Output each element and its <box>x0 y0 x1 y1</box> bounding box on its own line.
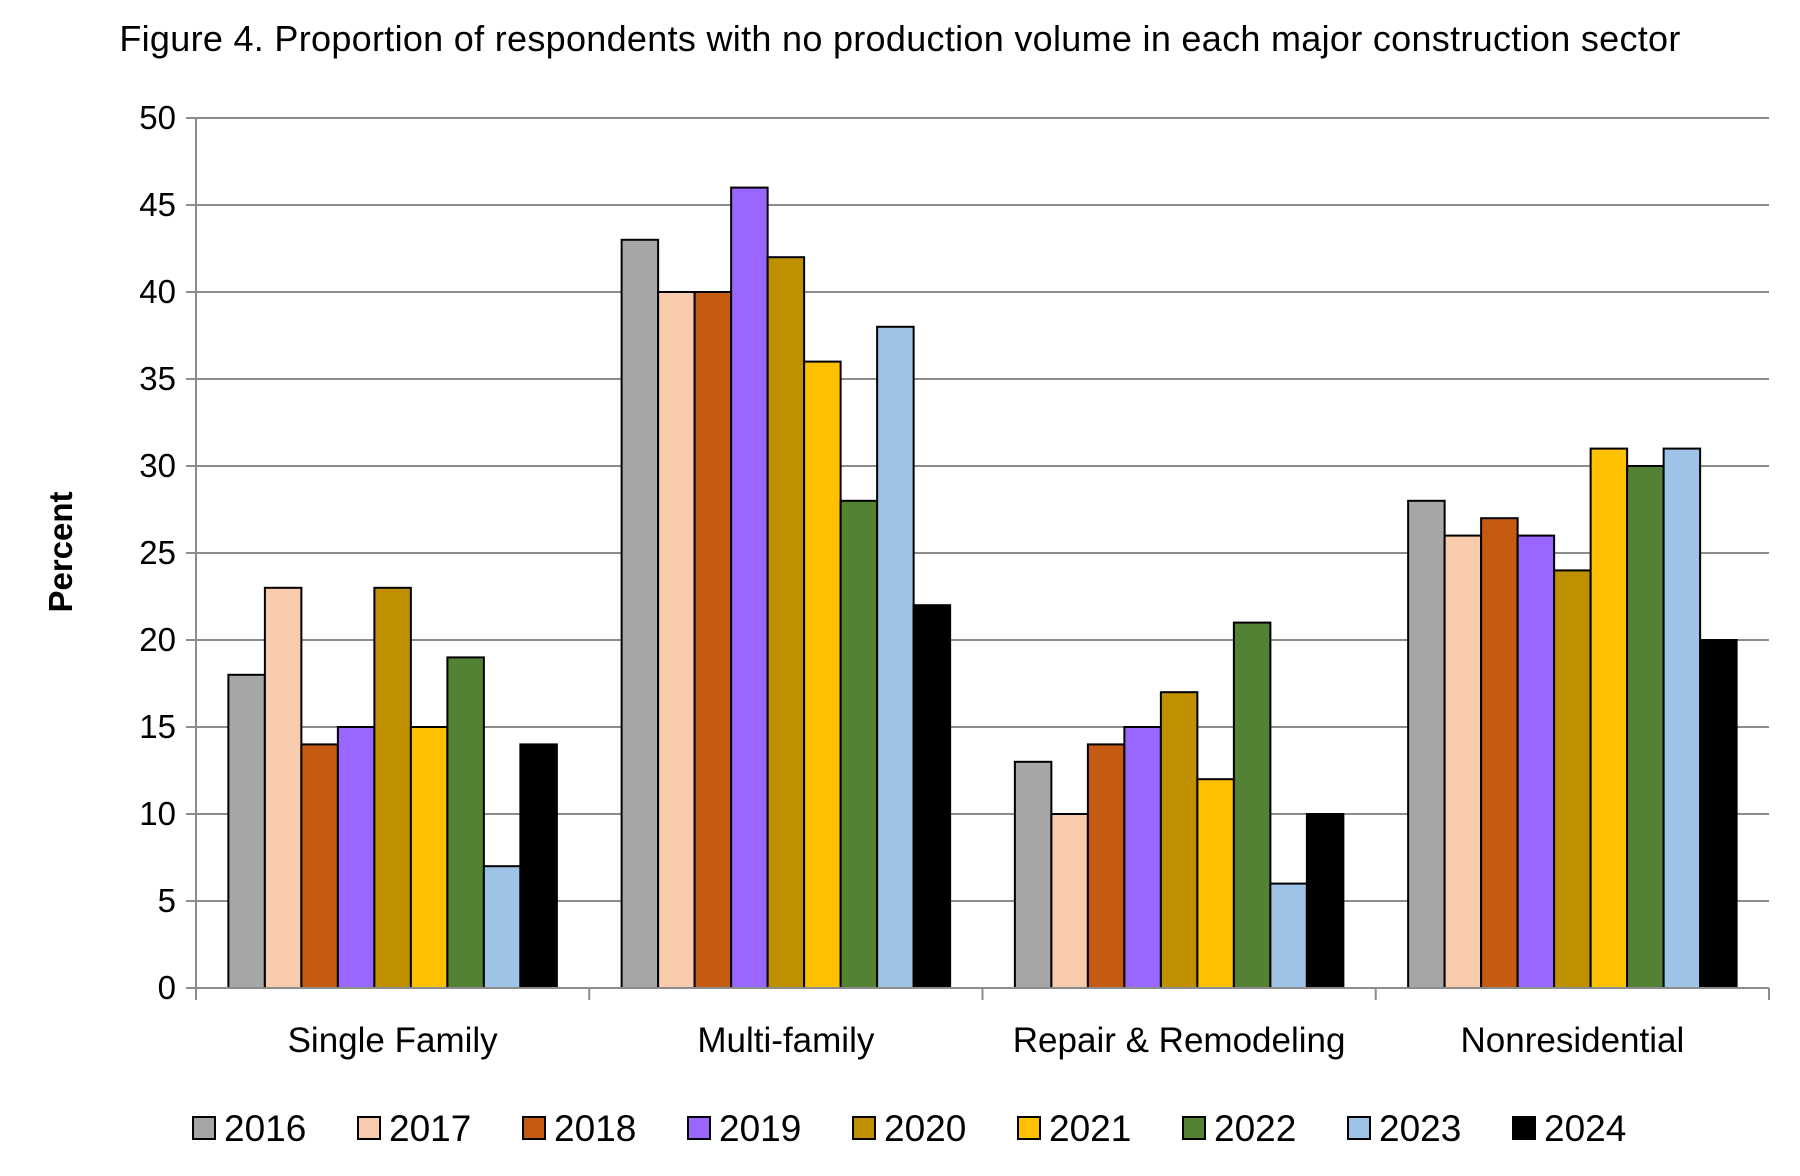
legend-swatch <box>1347 1116 1371 1140</box>
legend-swatch <box>192 1116 216 1140</box>
legend-swatch <box>1182 1116 1206 1140</box>
legend-label: 2017 <box>389 1108 471 1149</box>
x-category-label: Nonresidential <box>1461 1021 1685 1060</box>
y-tick-label: 40 <box>139 273 176 310</box>
y-tick-label: 35 <box>139 360 176 397</box>
legend-label: 2016 <box>224 1108 306 1149</box>
legend-swatch <box>1017 1116 1041 1140</box>
bar-2022-single-family <box>446 656 485 990</box>
y-tick-label: 10 <box>139 795 176 832</box>
legend-swatch <box>852 1116 876 1140</box>
bar-2021-multi-family <box>803 360 842 990</box>
bar-2021-single-family <box>409 726 449 989</box>
bar-2019-multi-family <box>730 186 769 990</box>
y-tick-label: 30 <box>139 447 176 484</box>
y-tick-label: 45 <box>139 186 176 223</box>
bar-2016-single-family <box>227 673 266 989</box>
y-tick-label: 20 <box>139 621 176 658</box>
bar-2023-nonresidential <box>1662 447 1702 990</box>
bar-2016-nonresidential <box>1407 499 1446 989</box>
bar-2018-nonresidential <box>1480 517 1519 989</box>
bar-2024-multi-family <box>912 604 952 989</box>
bars <box>227 186 1738 990</box>
bar-2017-multi-family <box>657 291 696 989</box>
bar-2016-repair-remodeling <box>1013 760 1053 989</box>
bar-2023-repair-remodeling <box>1269 882 1308 989</box>
legend-label: 2022 <box>1214 1108 1296 1149</box>
bar-2023-multi-family <box>876 325 915 989</box>
bar-2020-single-family <box>373 586 412 989</box>
bar-2017-single-family <box>263 586 303 989</box>
legend-label: 2023 <box>1379 1108 1461 1149</box>
bar-2024-nonresidential <box>1699 639 1738 989</box>
y-tick-label: 15 <box>139 708 176 745</box>
bar-2018-repair-remodeling <box>1086 743 1126 990</box>
y-tick-labels: 0 5 10 15 20 25 30 35 40 45 50 <box>139 99 176 1006</box>
bar-2022-nonresidential <box>1626 465 1665 989</box>
legend-label: 2021 <box>1049 1108 1131 1149</box>
y-tick-label: 0 <box>158 969 176 1006</box>
chart-title: Figure 4. Proportion of respondents with… <box>119 18 1681 59</box>
bar-2018-single-family <box>300 743 339 990</box>
bar-2017-repair-remodeling <box>1050 813 1089 989</box>
bar-2019-nonresidential <box>1516 534 1556 989</box>
bar-2019-single-family <box>336 726 376 989</box>
bar-2022-repair-remodeling <box>1232 621 1272 989</box>
bar-2020-repair-remodeling <box>1159 691 1199 989</box>
bar-2016-multi-family <box>620 238 660 990</box>
legend: 2016 2017 2018 2019 2020 2021 2022 2023 2024 <box>192 1108 1626 1149</box>
bar-2020-nonresidential <box>1553 569 1592 990</box>
x-category-label: Single Family <box>288 1021 499 1060</box>
legend-swatch <box>522 1116 546 1140</box>
bar-2019-repair-remodeling <box>1123 726 1162 989</box>
legend-label: 2020 <box>884 1108 966 1149</box>
bar-2021-nonresidential <box>1589 447 1629 990</box>
legend-swatch <box>687 1116 711 1140</box>
legend-label: 2024 <box>1544 1108 1626 1149</box>
x-category-label: Multi-family <box>697 1021 874 1060</box>
bar-2023-single-family <box>482 865 522 990</box>
bar-2022-multi-family <box>839 499 879 989</box>
bar-2020-multi-family <box>766 256 806 989</box>
legend-label: 2019 <box>719 1108 801 1149</box>
bar-2018-multi-family <box>693 291 733 989</box>
x-category-labels: Single Family Multi-family Repair & Remode… <box>288 1021 1685 1060</box>
y-tick-label: 25 <box>139 534 176 571</box>
bar-2017-nonresidential <box>1443 534 1483 989</box>
bar-2024-single-family <box>519 743 558 990</box>
legend-swatch <box>1512 1116 1536 1140</box>
bar-2024-repair-remodeling <box>1305 813 1345 989</box>
y-tick-label: 5 <box>158 882 176 919</box>
axes <box>186 117 1770 1000</box>
bar-2021-repair-remodeling <box>1196 778 1235 990</box>
legend-swatch <box>357 1116 381 1140</box>
x-category-label: Repair & Remodeling <box>1013 1021 1346 1060</box>
y-axis-title: Percent <box>42 491 79 612</box>
legend-label: 2018 <box>554 1108 636 1149</box>
y-tick-label: 50 <box>139 99 176 136</box>
